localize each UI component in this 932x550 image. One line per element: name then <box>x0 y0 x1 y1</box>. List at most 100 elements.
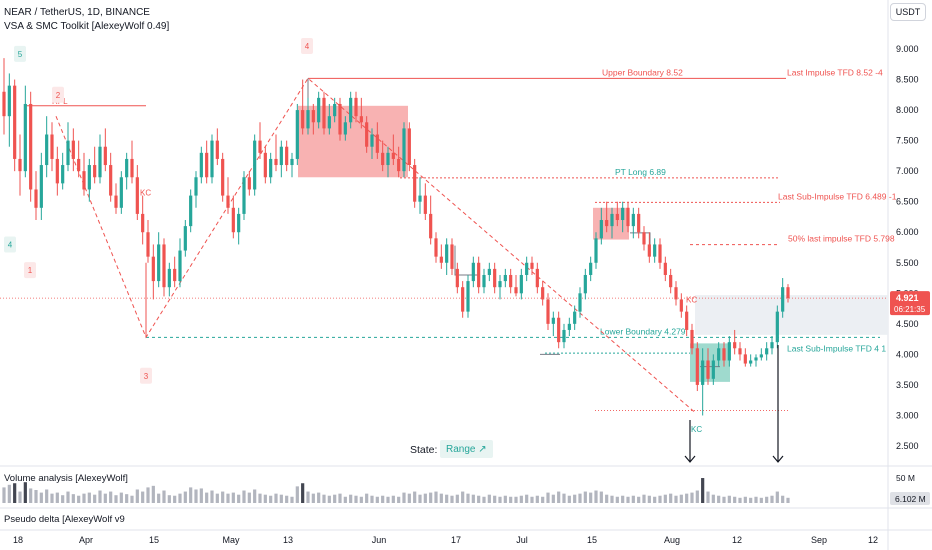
candle-body <box>242 177 246 214</box>
candle <box>631 207 635 239</box>
candle <box>391 134 395 166</box>
candle-body <box>306 110 310 129</box>
volume-bar <box>338 493 342 503</box>
wave-label: 2 <box>56 91 61 100</box>
candle-body <box>423 195 427 214</box>
candle-body <box>631 213 635 227</box>
candle <box>429 195 433 245</box>
volume-bar <box>354 495 358 503</box>
candle-body <box>541 287 545 300</box>
candle <box>423 183 427 221</box>
volume-bar <box>130 495 134 503</box>
volume-bar <box>615 496 619 503</box>
candle <box>141 195 145 245</box>
volume-bar <box>55 492 59 503</box>
candle-body <box>215 140 219 159</box>
candle <box>130 140 134 184</box>
candle <box>199 146 203 184</box>
volume-bar <box>317 492 321 503</box>
level-lines: Upper Boundary 8.52 Last Impulse TFD 8.52… <box>0 67 897 413</box>
volume-bar <box>423 493 427 503</box>
candle-body <box>706 360 710 379</box>
price-axis[interactable]: 9.000 8.500 8.000 7.500 7.000 6.500 6.000 5.500… <box>890 44 930 451</box>
candle-body <box>567 323 571 330</box>
candle-body <box>749 360 753 364</box>
candlestick-series <box>2 58 790 416</box>
candle <box>583 268 587 300</box>
candle <box>642 226 646 251</box>
volume-bar <box>647 495 651 503</box>
candle <box>34 171 38 221</box>
candle <box>685 305 689 337</box>
volume-bar <box>82 493 86 503</box>
symbol-title[interactable]: NEAR / TetherUS, 1D, BINANCE <box>4 7 150 18</box>
candle <box>647 232 651 263</box>
candle-body <box>285 146 289 166</box>
volume-bar <box>706 491 710 503</box>
delta-panel-title[interactable]: Pseudo delta [AlexeyWolf v9 <box>4 514 125 525</box>
volume-bar <box>146 487 150 503</box>
candle <box>322 91 326 135</box>
down-arrow-head <box>684 455 696 463</box>
candle <box>290 152 294 178</box>
candle-body <box>66 140 70 166</box>
candle-body <box>370 134 374 147</box>
volume-bar <box>434 491 438 503</box>
candle <box>157 232 161 288</box>
wave-label-box <box>24 262 36 279</box>
candle-body <box>781 287 785 312</box>
candle <box>349 91 353 129</box>
candle-body <box>55 158 59 184</box>
candle <box>535 262 539 294</box>
candle <box>786 284 790 303</box>
volume-bar <box>439 493 443 503</box>
candle <box>461 281 465 318</box>
volume-bar <box>61 495 65 503</box>
kc-label: KC <box>686 295 697 304</box>
volume-bar <box>562 493 566 503</box>
volume-badge <box>890 492 930 505</box>
time-axis[interactable]: 18 Apr 15 May 13 Jun 17 Jul 15 Aug 12 Sep 12 <box>13 535 878 545</box>
time-tick-label: 13 <box>283 535 293 545</box>
candle <box>370 128 374 159</box>
candle-body <box>82 171 86 190</box>
volume-bar <box>498 496 502 503</box>
candle-body <box>455 268 459 288</box>
candle <box>690 323 694 355</box>
candle <box>167 262 171 297</box>
candle-body <box>743 354 747 364</box>
volume-bar <box>93 494 97 503</box>
volume-bar <box>535 495 539 503</box>
candle-body <box>471 262 475 282</box>
candle <box>754 354 758 367</box>
volume-panel-title[interactable]: Volume analysis [AlexeyWolf] <box>4 473 128 484</box>
candle <box>285 140 289 172</box>
volume-bar <box>231 492 235 503</box>
candle-body <box>754 357 758 361</box>
indicator-title[interactable]: VSA & SMC Toolkit [AlexeyWolf 0.49] <box>4 21 170 32</box>
candle <box>541 281 545 306</box>
candle <box>39 152 43 221</box>
volume-bar <box>509 496 513 503</box>
candle-body <box>525 262 529 275</box>
candle-body <box>493 268 497 288</box>
candle <box>77 140 81 178</box>
candle <box>98 134 102 184</box>
volume-bar <box>295 486 299 503</box>
kc-label: KC <box>140 189 151 198</box>
candle-body <box>434 238 438 257</box>
volume-bar <box>514 496 518 503</box>
currency-selector[interactable]: USDT <box>890 3 926 21</box>
volume-bar <box>695 490 699 503</box>
candle-body <box>183 226 187 251</box>
volume-bar <box>669 493 673 503</box>
candle-body <box>146 232 150 257</box>
wave-label: 4 <box>305 42 310 51</box>
candle <box>2 58 6 135</box>
candle <box>301 79 305 135</box>
candle-body <box>733 342 737 349</box>
volume-bar <box>29 488 33 503</box>
candle-body <box>125 158 129 178</box>
